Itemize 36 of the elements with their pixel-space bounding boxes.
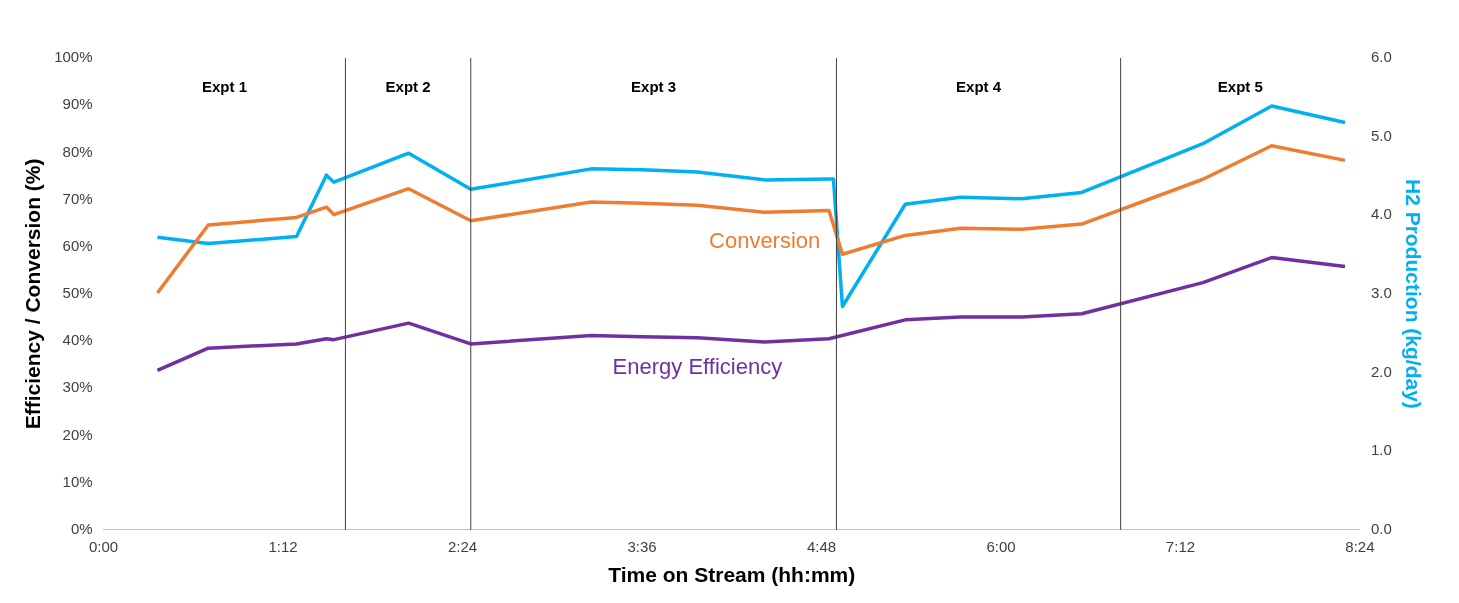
y2-tick-label: 5.0 [1370, 126, 1392, 144]
y-tick-label: 90% [62, 95, 93, 113]
y2-axis-title: H2 Production (kg/day) [1401, 178, 1425, 409]
y-tick-label: 80% [62, 142, 93, 160]
y2-tick-label: 3.0 [1370, 284, 1392, 302]
y-tick-label: 100% [54, 48, 93, 66]
series-label: Energy Efficiency [612, 353, 783, 379]
y2-tick-label: 2.0 [1370, 362, 1392, 380]
y-tick-label: 30% [62, 378, 93, 396]
annotation: Expt 3 [631, 78, 677, 96]
x-tick-label: 1:12 [268, 537, 298, 555]
y2-tick-label: 6.0 [1370, 48, 1392, 66]
y2-tick-label: 1.0 [1370, 441, 1392, 459]
annotation: Expt 2 [385, 78, 431, 96]
annotation: Expt 5 [1217, 78, 1263, 96]
annotation: Expt 1 [201, 78, 247, 96]
x-tick-label: 3:36 [627, 537, 657, 555]
x-tick-label: 7:12 [1165, 537, 1196, 555]
x-tick-label: 0:00 [88, 537, 119, 555]
y-tick-label: 70% [62, 189, 93, 207]
x-tick-label: 4:48 [806, 537, 837, 555]
x-tick-label: 8:24 [1345, 537, 1375, 555]
x-axis-title: Time on Stream (hh:mm) [608, 563, 856, 587]
annotation: Expt 4 [956, 78, 1002, 96]
y-tick-label: 0% [70, 519, 93, 537]
x-tick-label: 6:00 [986, 537, 1016, 555]
y2-tick-label: 0.0 [1370, 519, 1392, 537]
y-tick-label: 40% [62, 331, 93, 349]
y-axis-title: Efficiency / Conversion (%) [21, 158, 45, 430]
y-tick-label: 50% [62, 284, 93, 302]
y-tick-label: 60% [62, 236, 93, 254]
series-label: Conversion [709, 228, 821, 254]
y-tick-label: 20% [62, 425, 93, 443]
y2-tick-label: 4.0 [1370, 205, 1392, 223]
y-tick-label: 10% [62, 472, 93, 490]
x-tick-label: 2:24 [447, 537, 478, 555]
